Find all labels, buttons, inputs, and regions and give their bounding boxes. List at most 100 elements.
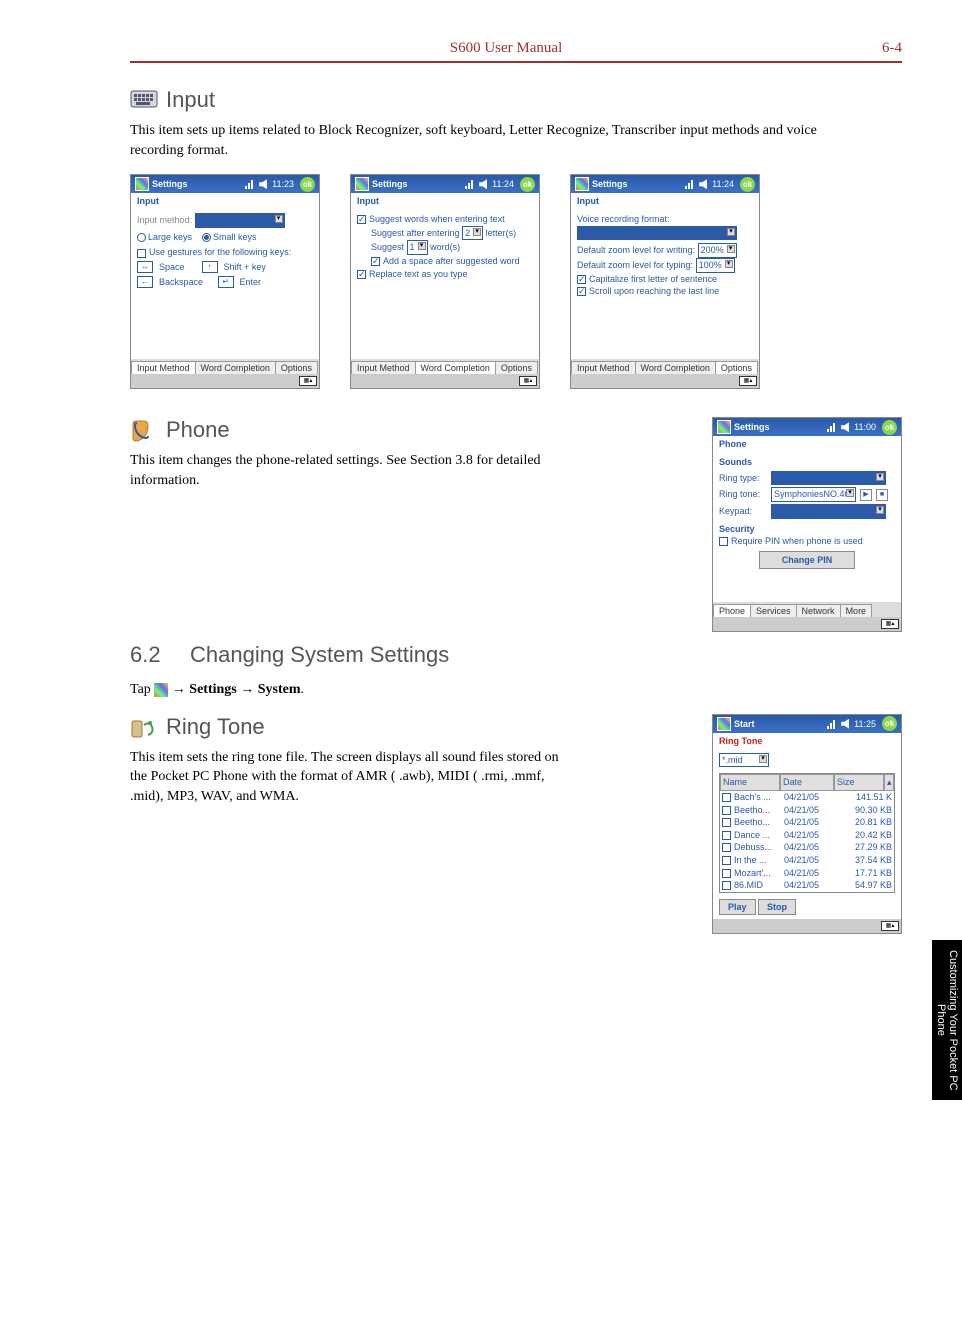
speaker-icon: [699, 179, 707, 189]
space-gesture-icon: ↔: [137, 261, 153, 273]
screen-subtitle: Input: [131, 193, 319, 209]
ok-button[interactable]: ok: [882, 420, 897, 435]
input-heading-text: Input: [166, 87, 215, 113]
large-keys-radio[interactable]: [137, 233, 146, 242]
capitalize-checkbox[interactable]: [577, 275, 586, 284]
tap-instruction: Tap → Settings → System.: [130, 680, 830, 700]
screenshot-word-completion: Settings11:24ok Input Suggest words when…: [350, 174, 540, 389]
sip-icon[interactable]: ▦▴: [519, 376, 537, 386]
start-icon[interactable]: [717, 420, 731, 434]
sip-icon[interactable]: ▦▴: [299, 376, 317, 386]
sip-icon[interactable]: ▦▴: [881, 921, 899, 931]
speaker-icon: [841, 422, 849, 432]
screenshot-phone: Settings11:00ok Phone Sounds Ring type:R…: [712, 417, 902, 632]
file-row[interactable]: Debuss...04/21/0527.29 KB: [720, 841, 894, 854]
chapter-tab: Customizing Your Pocket PC Phone: [932, 940, 962, 1100]
enter-gesture-icon: ↵: [218, 276, 234, 288]
play-icon[interactable]: ▶: [860, 489, 872, 501]
start-icon[interactable]: [717, 717, 731, 731]
footer-bar: ▦▴: [131, 374, 319, 388]
signal-icon: [245, 179, 254, 189]
tab-more[interactable]: More: [840, 604, 873, 617]
stop-icon[interactable]: ■: [876, 489, 888, 501]
sip-icon[interactable]: ▦▴: [739, 376, 757, 386]
letters-dropdown[interactable]: 2: [462, 226, 483, 241]
clock: 11:23: [272, 179, 294, 189]
ringtone-desc: This item sets the ring tone file. The s…: [130, 748, 560, 807]
ok-button[interactable]: ok: [300, 177, 315, 192]
signal-icon: [827, 422, 836, 432]
input-method-label: Input method:: [137, 215, 192, 225]
input-method-dropdown[interactable]: Keyboard: [195, 213, 285, 228]
signal-icon: [465, 179, 474, 189]
stop-button[interactable]: Stop: [758, 899, 796, 916]
keypad-dropdown[interactable]: Beep: [771, 504, 886, 519]
window-title: Settings: [152, 179, 242, 189]
start-icon[interactable]: [135, 177, 149, 191]
tab-word-completion[interactable]: Word Completion: [195, 361, 276, 374]
tab-input-method[interactable]: Input Method: [351, 361, 416, 374]
sip-icon[interactable]: ▦▴: [881, 619, 899, 629]
speaker-icon: [479, 179, 487, 189]
words-dropdown[interactable]: 1: [407, 240, 428, 255]
file-row[interactable]: Dance ...04/21/0520.42 KB: [720, 829, 894, 842]
ok-button[interactable]: ok: [882, 716, 897, 731]
play-button[interactable]: Play: [719, 899, 756, 916]
screenshot-input-options: Settings11:24ok Input Voice recording fo…: [570, 174, 760, 389]
input-screenshots-row: Settings 11:23 ok Input Input method: Ke…: [130, 174, 902, 389]
gestures-checkbox[interactable]: [137, 249, 146, 258]
ok-button[interactable]: ok: [520, 177, 535, 192]
ok-button[interactable]: ok: [740, 177, 755, 192]
speaker-icon: [259, 179, 267, 189]
ring-tone-dropdown[interactable]: SymphoniesNO.40: [771, 487, 856, 502]
backspace-gesture-icon: ←: [137, 276, 153, 288]
ringtone-icon: [130, 715, 158, 739]
require-pin-checkbox[interactable]: [719, 537, 728, 546]
zoom-writing-dropdown[interactable]: 200%: [698, 243, 737, 258]
tab-phone[interactable]: Phone: [713, 604, 751, 617]
titlebar: Settings 11:23 ok: [131, 175, 319, 193]
suggest-words-checkbox[interactable]: [357, 215, 366, 224]
start-menu-icon: [154, 683, 168, 697]
tab-options[interactable]: Options: [275, 361, 318, 374]
tab-options[interactable]: Options: [715, 361, 758, 374]
voice-format-dropdown[interactable]: 11,025 Hz, 16 Bit, Mono (22 KB/s): [577, 226, 737, 241]
scroll-checkbox[interactable]: [577, 287, 586, 296]
file-table-body: Bach's ...04/21/05141.51 KBeetho...04/21…: [720, 791, 894, 892]
signal-icon: [827, 719, 836, 729]
file-row[interactable]: 86.MID04/21/0554.97 KB: [720, 879, 894, 892]
tab-input-method[interactable]: Input Method: [571, 361, 636, 374]
tab-network[interactable]: Network: [796, 604, 841, 617]
replace-text-checkbox[interactable]: [357, 270, 366, 279]
file-row[interactable]: In the ...04/21/0537.54 KB: [720, 854, 894, 867]
start-icon[interactable]: [575, 177, 589, 191]
signal-icon: [685, 179, 694, 189]
tab-word-completion[interactable]: Word Completion: [415, 361, 496, 374]
add-space-checkbox[interactable]: [371, 257, 380, 266]
section-6-2-heading: 6.2Changing System Settings: [130, 642, 902, 668]
tab-services[interactable]: Services: [750, 604, 797, 617]
phone-desc: This item changes the phone-related sett…: [130, 451, 560, 490]
page-number: 6-4: [882, 40, 902, 57]
file-row[interactable]: Bach's ...04/21/05141.51 K: [720, 791, 894, 804]
file-row[interactable]: Beetho...04/21/0590.30 KB: [720, 804, 894, 817]
change-pin-button[interactable]: Change PIN: [759, 551, 856, 570]
start-icon[interactable]: [355, 177, 369, 191]
speaker-icon: [841, 719, 849, 729]
file-row[interactable]: Mozart'...04/21/0517.71 KB: [720, 867, 894, 880]
ring-type-dropdown[interactable]: Ring: [771, 471, 886, 486]
screenshot-input-method: Settings 11:23 ok Input Input method: Ke…: [130, 174, 320, 389]
screenshot-ringtone: Start11:25ok Ring Tone *.mid Name Date S…: [712, 714, 902, 935]
phone-icon: [130, 418, 158, 442]
file-row[interactable]: Beetho...04/21/0520.81 KB: [720, 816, 894, 829]
input-heading: Input: [130, 87, 902, 113]
input-desc: This item sets up items related to Block…: [130, 121, 830, 160]
tab-options[interactable]: Options: [495, 361, 538, 374]
ringtone-heading: Ring Tone: [130, 714, 672, 740]
tab-input-method[interactable]: Input Method: [131, 361, 196, 374]
filter-dropdown[interactable]: *.mid: [719, 753, 769, 768]
small-keys-radio[interactable]: [202, 233, 211, 242]
page-header: S600 User Manual 6-4: [130, 40, 902, 63]
zoom-typing-dropdown[interactable]: 100%: [696, 258, 735, 273]
tab-word-completion[interactable]: Word Completion: [635, 361, 716, 374]
